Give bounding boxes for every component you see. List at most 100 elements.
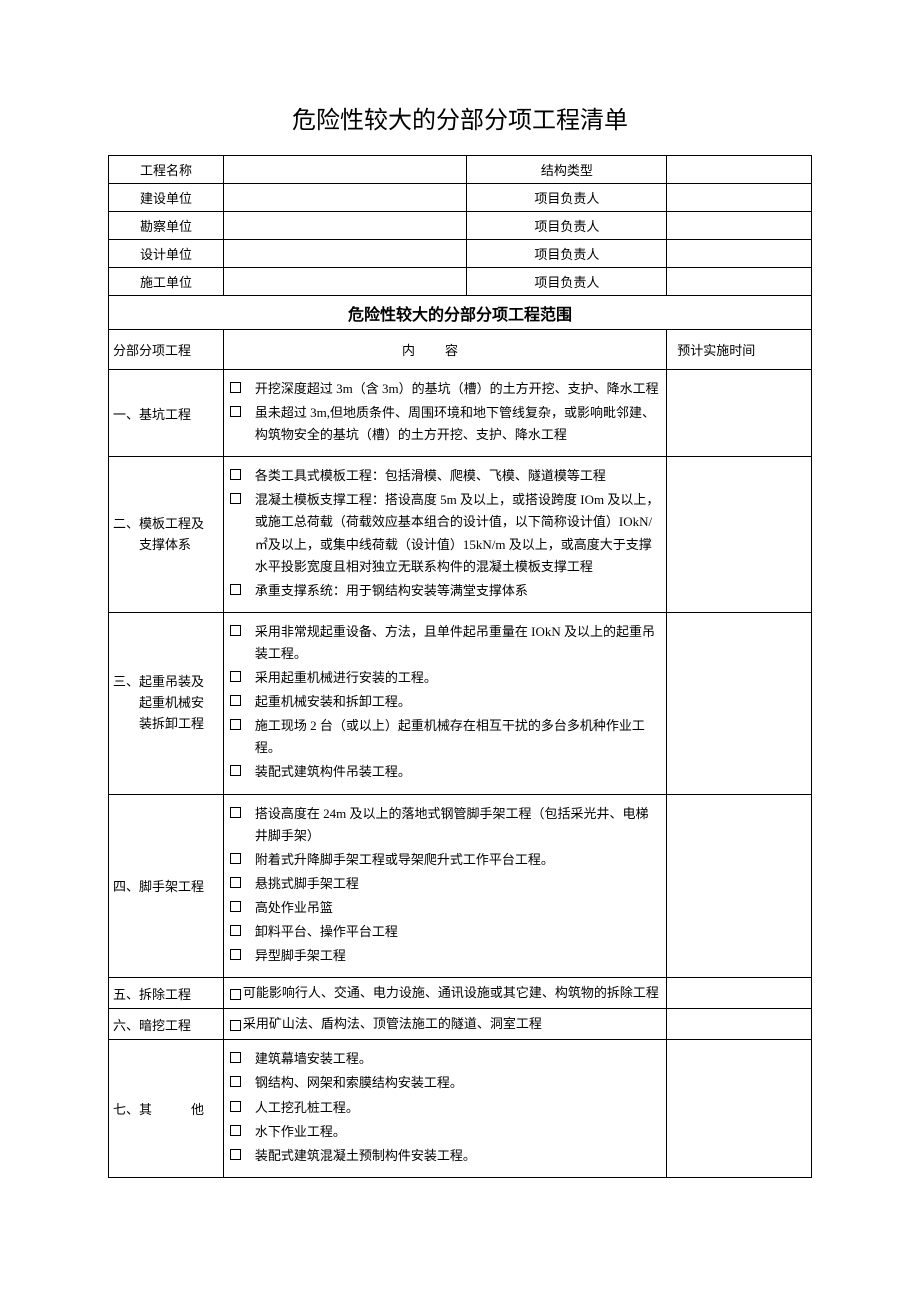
item-text: 采用矿山法、盾构法、顶管法施工的隧道、洞室工程 bbox=[243, 1016, 542, 1031]
checkbox-icon[interactable] bbox=[230, 695, 241, 706]
checkbox-icon[interactable] bbox=[230, 406, 241, 417]
header-right-value bbox=[667, 184, 812, 212]
table-row: 一、基坑工程 开挖深度超过 3m（含 3m）的基坑（槽）的土方开挖、支护、降水工程… bbox=[109, 370, 812, 457]
checkbox-item: 装配式建筑构件吊装工程。 bbox=[230, 761, 660, 783]
header-left-value bbox=[223, 184, 467, 212]
checkbox-icon[interactable] bbox=[230, 765, 241, 776]
checkbox-item: 附着式升降脚手架工程或导架爬升式工作平台工程。 bbox=[230, 849, 660, 871]
time-cell bbox=[667, 457, 812, 613]
checkbox-icon[interactable] bbox=[230, 1052, 241, 1063]
checkbox-icon[interactable] bbox=[230, 1125, 241, 1136]
item-text: 施工现场 2 台（或以上）起重机械存在相互干扰的多台多机种作业工程。 bbox=[255, 715, 660, 759]
header-left-label: 设计单位 bbox=[109, 240, 224, 268]
checkbox-icon[interactable] bbox=[230, 719, 241, 730]
item-text: 悬挑式脚手架工程 bbox=[255, 873, 660, 895]
checkbox-icon[interactable] bbox=[230, 493, 241, 504]
checkbox-item: 异型脚手架工程 bbox=[230, 945, 660, 967]
checkbox-icon[interactable] bbox=[230, 1101, 241, 1112]
checkbox-item: 搭设高度在 24m 及以上的落地式钢管脚手架工程（包括采光井、电梯井脚手架） bbox=[230, 803, 660, 847]
checkbox-item: 虽未超过 3m,但地质条件、周围环境和地下管线复杂，或影响毗邻建、构筑物安全的基… bbox=[230, 402, 660, 446]
checkbox-icon[interactable] bbox=[230, 1020, 241, 1031]
checkbox-icon[interactable] bbox=[230, 671, 241, 682]
checkbox-icon[interactable] bbox=[230, 382, 241, 393]
checkbox-item: 水下作业工程。 bbox=[230, 1121, 660, 1143]
checkbox-icon[interactable] bbox=[230, 807, 241, 818]
time-cell bbox=[667, 1040, 812, 1177]
checkbox-item: 钢结构、网架和索膜结构安装工程。 bbox=[230, 1072, 660, 1094]
item-text: 建筑幕墙安装工程。 bbox=[255, 1048, 660, 1070]
time-cell bbox=[667, 1009, 812, 1040]
checkbox-icon[interactable] bbox=[230, 877, 241, 888]
header-left-label: 施工单位 bbox=[109, 268, 224, 296]
category-text: 三、起重吊装及 bbox=[113, 674, 204, 689]
header-row: 建设单位项目负责人 bbox=[109, 184, 812, 212]
header-row: 工程名称结构类型 bbox=[109, 156, 812, 184]
checkbox-item: 采用起重机械进行安装的工程。 bbox=[230, 667, 660, 689]
checkbox-icon[interactable] bbox=[230, 925, 241, 936]
header-row: 勘察单位项目负责人 bbox=[109, 212, 812, 240]
checkbox-item: 高处作业吊篮 bbox=[230, 897, 660, 919]
item-text: 附着式升降脚手架工程或导架爬升式工作平台工程。 bbox=[255, 849, 660, 871]
checkbox-item: 承重支撑系统：用于钢结构安装等满堂支撑体系 bbox=[230, 580, 660, 602]
checkbox-item: 采用非常规起重设备、方法，且单件起吊重量在 IOkN 及以上的起重吊装工程。 bbox=[230, 621, 660, 665]
category-cell: 一、基坑工程 bbox=[109, 370, 224, 457]
category-cell: 七、其 他 bbox=[109, 1040, 224, 1177]
category-cell: 六、暗挖工程 bbox=[109, 1009, 224, 1040]
checkbox-icon[interactable] bbox=[230, 949, 241, 960]
checkbox-icon[interactable] bbox=[230, 1076, 241, 1087]
col-header-content: 内容 bbox=[223, 330, 666, 370]
category-cell: 四、脚手架工程 bbox=[109, 794, 224, 978]
col-header-time: 预计实施时间 bbox=[667, 330, 812, 370]
checkbox-icon[interactable] bbox=[230, 853, 241, 864]
header-right-value bbox=[667, 156, 812, 184]
checkbox-item: 人工挖孔桩工程。 bbox=[230, 1097, 660, 1119]
item-text: 高处作业吊篮 bbox=[255, 897, 660, 919]
checkbox-icon[interactable] bbox=[230, 1149, 241, 1160]
item-text: 钢结构、网架和索膜结构安装工程。 bbox=[255, 1072, 660, 1094]
col-header-category: 分部分项工程 bbox=[109, 330, 224, 370]
item-text: 异型脚手架工程 bbox=[255, 945, 660, 967]
item-text: 承重支撑系统：用于钢结构安装等满堂支撑体系 bbox=[255, 580, 660, 602]
header-left-value bbox=[223, 268, 467, 296]
item-text: 采用起重机械进行安装的工程。 bbox=[255, 667, 660, 689]
content-cell: 建筑幕墙安装工程。钢结构、网架和索膜结构安装工程。人工挖孔桩工程。水下作业工程。… bbox=[223, 1040, 666, 1177]
category-text: 支撑体系 bbox=[113, 537, 191, 552]
checkbox-item: 施工现场 2 台（或以上）起重机械存在相互干扰的多台多机种作业工程。 bbox=[230, 715, 660, 759]
table-row: 五、拆除工程可能影响行人、交通、电力设施、通讯设施或其它建、构筑物的拆除工程 bbox=[109, 978, 812, 1009]
checkbox-icon[interactable] bbox=[230, 469, 241, 480]
header-left-label: 工程名称 bbox=[109, 156, 224, 184]
content-cell: 搭设高度在 24m 及以上的落地式钢管脚手架工程（包括采光井、电梯井脚手架）附着… bbox=[223, 794, 666, 978]
table-row: 七、其 他建筑幕墙安装工程。钢结构、网架和索膜结构安装工程。人工挖孔桩工程。水下… bbox=[109, 1040, 812, 1177]
item-text: 可能影响行人、交通、电力设施、通讯设施或其它建、构筑物的拆除工程 bbox=[243, 985, 659, 1000]
checkbox-icon[interactable] bbox=[230, 625, 241, 636]
header-left-value bbox=[223, 240, 467, 268]
item-text: 人工挖孔桩工程。 bbox=[255, 1097, 660, 1119]
category-text: 装拆卸工程 bbox=[113, 716, 204, 731]
checkbox-icon[interactable] bbox=[230, 989, 241, 1000]
header-row: 施工单位 项目负责人 bbox=[109, 268, 812, 296]
category-text: 起重机械安 bbox=[113, 695, 204, 710]
item-text: 开挖深度超过 3m（含 3m）的基坑（槽）的土方开挖、支护、降水工程 bbox=[255, 378, 660, 400]
header-right-value bbox=[667, 268, 812, 296]
header-right-label: 项目负责人 bbox=[467, 268, 667, 296]
item-text: 起重机械安装和拆卸工程。 bbox=[255, 691, 660, 713]
header-right-value bbox=[667, 212, 812, 240]
category-cell: 二、模板工程及支撑体系 bbox=[109, 457, 224, 613]
header-left-value bbox=[223, 212, 467, 240]
checkbox-icon[interactable] bbox=[230, 901, 241, 912]
content-cell: 各类工具式模板工程：包括滑模、爬模、飞模、隧道模等工程混凝土模板支撑工程：搭设高… bbox=[223, 457, 666, 613]
main-table: 工程名称结构类型建设单位项目负责人勘察单位项目负责人设计单位项目负责人施工单位 项… bbox=[108, 155, 812, 1178]
checkbox-icon[interactable] bbox=[230, 584, 241, 595]
item-text: 搭设高度在 24m 及以上的落地式钢管脚手架工程（包括采光井、电梯井脚手架） bbox=[255, 803, 660, 847]
item-text: 装配式建筑混凝土预制构件安装工程。 bbox=[255, 1145, 660, 1167]
checkbox-item: 开挖深度超过 3m（含 3m）的基坑（槽）的土方开挖、支护、降水工程 bbox=[230, 378, 660, 400]
checkbox-item: 装配式建筑混凝土预制构件安装工程。 bbox=[230, 1145, 660, 1167]
item-text: 采用非常规起重设备、方法，且单件起吊重量在 IOkN 及以上的起重吊装工程。 bbox=[255, 621, 660, 665]
header-left-label: 建设单位 bbox=[109, 184, 224, 212]
header-right-value bbox=[667, 240, 812, 268]
header-left-label: 勘察单位 bbox=[109, 212, 224, 240]
time-cell bbox=[667, 370, 812, 457]
checkbox-item: 各类工具式模板工程：包括滑模、爬模、飞模、隧道模等工程 bbox=[230, 465, 660, 487]
item-text: 虽未超过 3m,但地质条件、周围环境和地下管线复杂，或影响毗邻建、构筑物安全的基… bbox=[255, 402, 660, 446]
item-text: 装配式建筑构件吊装工程。 bbox=[255, 761, 660, 783]
